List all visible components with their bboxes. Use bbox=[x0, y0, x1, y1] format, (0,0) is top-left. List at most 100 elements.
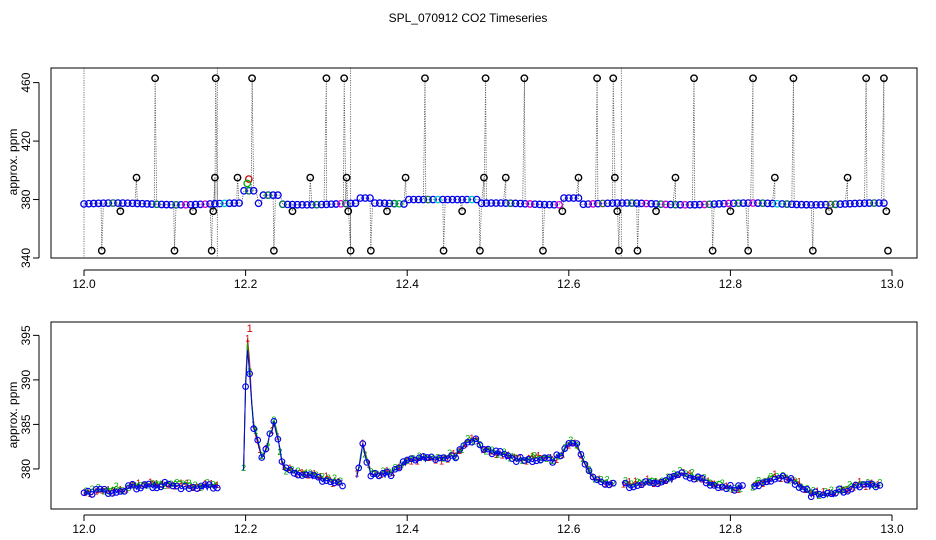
top-series-point bbox=[875, 199, 883, 207]
bottom-series-3-marker bbox=[335, 479, 342, 486]
top-series-point bbox=[89, 199, 98, 208]
top-series-point bbox=[836, 200, 845, 208]
bottom-series-3-marker bbox=[355, 464, 363, 472]
top-flag-point bbox=[439, 246, 448, 255]
bottom-series-3-marker bbox=[80, 489, 88, 497]
bottom-series-3-marker bbox=[698, 474, 706, 482]
bottom-series-3-marker bbox=[512, 458, 520, 465]
top-flag-point bbox=[789, 74, 798, 83]
top-series-point bbox=[569, 194, 578, 202]
chart-title: SPL_070912 CO2 Timeseries bbox=[389, 11, 548, 25]
bottom-series-3-marker bbox=[149, 484, 157, 492]
bottom-series-3-marker bbox=[403, 456, 411, 464]
bottom-series-2-marker: 2 bbox=[574, 440, 579, 450]
bottom-x-tick-label: 12.0 bbox=[72, 522, 96, 536]
top-series-point bbox=[720, 199, 728, 208]
bottom-series-3-marker bbox=[213, 484, 221, 492]
top-series-point bbox=[855, 199, 864, 208]
top-series-point-alt bbox=[313, 201, 321, 209]
top-series-point-alt bbox=[424, 195, 432, 204]
bottom-series-3-marker bbox=[424, 454, 431, 461]
top-series-point bbox=[434, 195, 442, 204]
top-flag-point bbox=[520, 74, 529, 83]
bottom-series-3-marker bbox=[379, 469, 387, 477]
top-series-point bbox=[564, 194, 573, 202]
bottom-series-2-marker: 2 bbox=[562, 442, 567, 452]
top-series-point bbox=[574, 194, 583, 202]
top-series-point bbox=[860, 199, 869, 208]
bottom-series-1-marker: 1 bbox=[651, 479, 656, 489]
bottom-series-2-marker: 2 bbox=[690, 467, 695, 477]
bottom-series-3-marker bbox=[209, 484, 217, 492]
top-series-point bbox=[366, 194, 374, 202]
bottom-series-2-line bbox=[83, 342, 880, 499]
bottom-series-3-marker bbox=[662, 477, 670, 484]
top-flag-point bbox=[862, 74, 871, 83]
bottom-series-3-marker bbox=[201, 481, 209, 488]
bottom-series-3-marker bbox=[739, 482, 746, 489]
bottom-series-3-marker bbox=[529, 458, 536, 466]
top-flag-point bbox=[558, 207, 567, 216]
top-series-point bbox=[797, 200, 806, 209]
bottom-series-3-marker bbox=[456, 446, 464, 453]
bottom-series-2-marker: 2 bbox=[780, 470, 785, 480]
bottom-series-3-marker bbox=[452, 454, 460, 462]
top-flag-point bbox=[690, 74, 698, 83]
bottom-series-3-marker bbox=[860, 481, 868, 488]
bottom-series-1-marker: 1 bbox=[633, 476, 638, 486]
top-series-point bbox=[414, 195, 423, 204]
top-series-point bbox=[148, 200, 156, 208]
bottom-series-1-marker: 1 bbox=[106, 485, 111, 495]
bottom-series-2-marker: 2 bbox=[756, 475, 761, 485]
bottom-series-3-marker bbox=[626, 484, 633, 492]
top-series-point-alt bbox=[870, 199, 878, 207]
top-flag-point bbox=[97, 246, 106, 255]
top-series-point bbox=[802, 200, 811, 209]
bottom-series-3-marker bbox=[581, 460, 589, 468]
bottom-series-3-marker bbox=[545, 454, 552, 461]
top-series-point bbox=[419, 195, 428, 204]
bottom-series-1-marker: 1 bbox=[324, 471, 329, 481]
top-series-point bbox=[114, 199, 122, 207]
bottom-series-3-marker bbox=[727, 481, 734, 489]
top-series-point bbox=[448, 195, 457, 204]
top-series-point bbox=[477, 199, 486, 208]
bottom-series-3-marker bbox=[654, 480, 662, 488]
top-series-point bbox=[739, 199, 748, 207]
top-series-point-alt bbox=[671, 201, 680, 209]
bottom-series-3-marker bbox=[480, 445, 488, 453]
bottom-series-3-marker bbox=[314, 473, 322, 481]
bottom-series-1-marker: 1 bbox=[712, 479, 717, 489]
top-series-point bbox=[327, 200, 336, 209]
top-series-point bbox=[133, 199, 142, 208]
bottom-series-2-marker: 2 bbox=[762, 477, 767, 487]
bottom-y-tick-label: 380 bbox=[19, 459, 33, 479]
top-series-point-alt bbox=[172, 201, 180, 209]
top-series-point bbox=[128, 199, 137, 208]
top-series-point bbox=[259, 191, 268, 200]
bottom-series-3-marker bbox=[310, 472, 318, 479]
bottom-series-2-marker: 2 bbox=[102, 486, 107, 496]
top-flag-point bbox=[476, 246, 484, 255]
top-y-tick-label: 340 bbox=[19, 248, 33, 268]
bottom-series-1-marker: 1 bbox=[178, 478, 183, 488]
bottom-series-3-marker bbox=[290, 469, 298, 477]
bottom-series-1-marker: 1 bbox=[778, 474, 783, 484]
bottom-series-3-marker bbox=[832, 489, 839, 497]
bottom-series-2-marker: 2 bbox=[726, 483, 731, 493]
top-series-point bbox=[487, 199, 496, 207]
bottom-series-1-marker: 1 bbox=[384, 466, 389, 476]
bottom-series-2-marker: 2 bbox=[120, 485, 125, 495]
bottom-series-3-marker bbox=[521, 457, 528, 464]
top-series-point bbox=[167, 200, 176, 209]
top-series-point bbox=[94, 199, 103, 208]
bottom-series-2-marker: 2 bbox=[459, 445, 464, 455]
top-series-point bbox=[249, 186, 258, 195]
top-series-point bbox=[710, 200, 719, 208]
bottom-series-2-marker: 2 bbox=[199, 483, 204, 493]
bottom-series-3-marker bbox=[642, 478, 649, 485]
bottom-series-3-marker bbox=[872, 483, 880, 491]
bottom-series-3-marker bbox=[270, 418, 278, 425]
top-series-point bbox=[438, 195, 447, 204]
top-flag-point bbox=[189, 207, 197, 216]
